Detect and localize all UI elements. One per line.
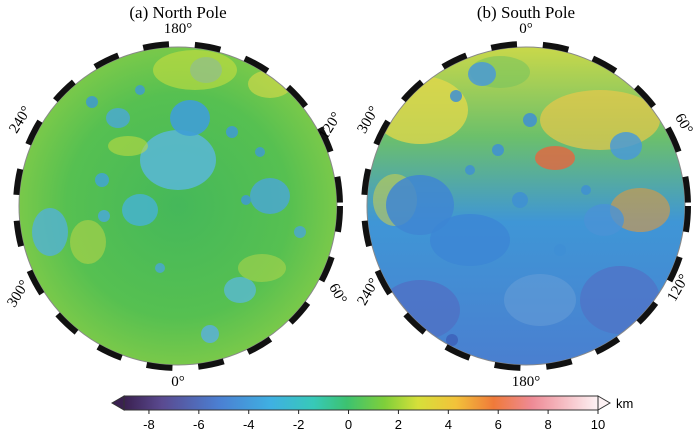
north-lon-label-upper-right: 120° bbox=[316, 110, 345, 143]
colorbar-max-arrow bbox=[597, 395, 611, 411]
north-lon-label-top: 180° bbox=[164, 21, 193, 37]
south-pole-map bbox=[361, 41, 691, 371]
colorbar-tick-label: 8 bbox=[544, 417, 551, 432]
colorbar-tick-label: -2 bbox=[293, 417, 305, 432]
south-lon-label-upper-left: 300° bbox=[354, 104, 382, 137]
colorbar-ramp bbox=[123, 395, 599, 411]
north-pole-disk bbox=[19, 47, 337, 365]
colorbar-tick-label: -4 bbox=[243, 417, 255, 432]
north-pole-map bbox=[13, 41, 343, 371]
south-pole-frame bbox=[361, 41, 691, 371]
colorbar-tick-label: 0 bbox=[345, 417, 352, 432]
north-pole-frame bbox=[13, 41, 343, 371]
north-lon-label-lower-right: 60° bbox=[325, 281, 349, 307]
north-lon-label-bottom: 0° bbox=[171, 374, 185, 390]
colorbar-ticks: -8 -6 -4 -2 0 2 4 6 8 10 bbox=[143, 410, 605, 432]
south-lon-label-top: 0° bbox=[519, 21, 533, 37]
colorbar-unit: km bbox=[616, 396, 633, 411]
south-lon-label-bottom: 180° bbox=[512, 374, 541, 390]
colorbar-min-arrow bbox=[111, 395, 125, 411]
colorbar-tick-label: -6 bbox=[193, 417, 205, 432]
panel-title-north: (a) North Pole bbox=[129, 3, 226, 22]
panel-title-south: (b) South Pole bbox=[477, 3, 575, 22]
north-lon-label-lower-left: 300° bbox=[4, 278, 33, 311]
south-lon-label-lower-left: 240° bbox=[354, 276, 382, 309]
colorbar-tick-label: 4 bbox=[445, 417, 452, 432]
colorbar-tick-label: 10 bbox=[591, 417, 605, 432]
north-lon-label-upper-left: 240° bbox=[6, 104, 35, 137]
colorbar-tick-label: 2 bbox=[395, 417, 402, 432]
colorbar-tick-label: 6 bbox=[495, 417, 502, 432]
colorbar-tick-label: -8 bbox=[143, 417, 155, 432]
colorbar: -8 -6 -4 -2 0 2 4 6 8 10 km bbox=[111, 395, 633, 432]
north-pole-terrain bbox=[32, 50, 306, 343]
south-lon-label-upper-right: 60° bbox=[671, 111, 695, 137]
